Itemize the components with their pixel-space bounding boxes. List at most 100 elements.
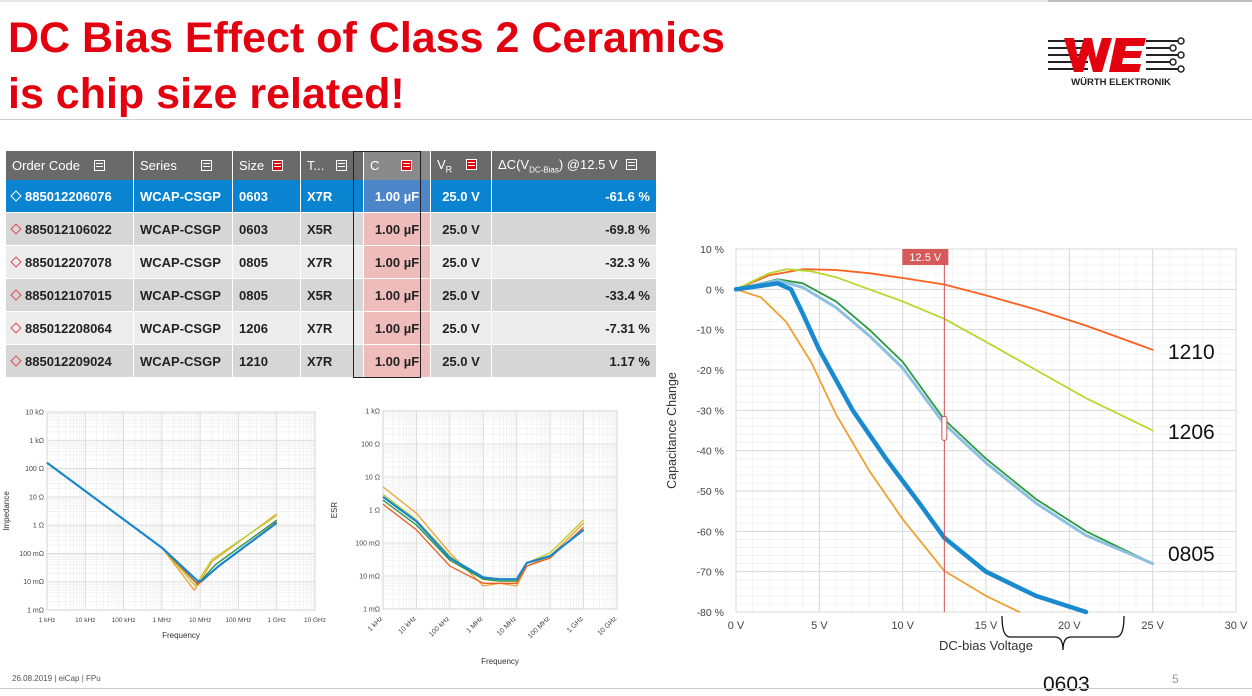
cell-size: 0805 (232, 245, 301, 279)
col-order-code-label: Order Code (12, 158, 80, 173)
cell-series: WCAP-CSGP (133, 278, 233, 312)
y-tick-label: -60 % (697, 526, 724, 538)
product-table: Order Code Series Size T... C VR ΔC(VDC-… (6, 151, 657, 378)
filter-icon[interactable] (93, 160, 105, 171)
cell-capacitance: 1.00 µF (363, 245, 431, 279)
filter-icon[interactable] (625, 158, 637, 170)
cell-type: X5R (300, 212, 364, 246)
cell-dc-bias: -33.4 % (491, 278, 657, 312)
cell-size: 0603 (232, 180, 301, 213)
size-annotation-1210: 1210 (1168, 341, 1215, 364)
col-capacitance[interactable]: C (363, 151, 431, 180)
col-type[interactable]: T... (300, 151, 364, 180)
marker-label: 12.5 V (909, 252, 941, 264)
order-code-text: 885012206076 (25, 188, 112, 204)
diamond-icon (10, 189, 22, 202)
table-row[interactable]: 885012106022 WCAP-CSGP 0603 X5R 1.00 µF … (6, 212, 657, 246)
x-tick-label: 1 MHz (465, 615, 485, 635)
diamond-icon (10, 354, 22, 367)
x-axis-label: Frequency (481, 657, 519, 666)
y-tick-label: 1 kΩ (365, 409, 380, 416)
series-line-1210 (735, 268, 1154, 351)
x-tick-label: 10 MHz (189, 617, 211, 624)
series-line-0603 (733, 281, 1089, 615)
series-line (46, 461, 278, 583)
cell-capacitance: 1.00 µF (363, 212, 431, 246)
col-series[interactable]: Series (133, 151, 233, 180)
col-dc-post: ) @12.5 V (558, 156, 618, 172)
cell-dc-bias: -69.8 % (491, 212, 657, 246)
y-tick-label: 10 Ω (365, 475, 380, 482)
x-tick-label: 1 GHz (566, 615, 585, 634)
y-tick-label: 1 Ω (33, 523, 44, 530)
table-row[interactable]: 885012207078 WCAP-CSGP 0805 X7R 1.00 µF … (6, 245, 657, 279)
dc-bias-chart: 0 V 5 V 10 V 15 V 20 V 25 V 30 V 10 % 0 % -10 % -2… (665, 244, 1248, 692)
x-tick-label: 0 V (728, 620, 745, 632)
x-tick-label: 1 kHz (39, 617, 56, 624)
slider-handle (941, 415, 948, 441)
col-dc-sub: DC-Bias (529, 165, 559, 175)
x-tick-label: 100 MHz (225, 617, 251, 624)
cell-order-code[interactable]: 885012206076 (6, 180, 134, 213)
cell-order-code[interactable]: 885012207078 (6, 245, 134, 279)
size-annotation-0805: 0805 (1168, 543, 1215, 566)
cell-series: WCAP-CSGP (133, 245, 233, 279)
filter-active-icon[interactable] (466, 158, 478, 170)
col-dc-bias[interactable]: ΔC(VDC-Bias) @12.5 V (491, 151, 657, 180)
table-row[interactable]: 885012209024 WCAP-CSGP 1210 X7R 1.00 µF … (6, 344, 657, 378)
series-line-0603 (735, 288, 1021, 613)
filter-active-icon[interactable] (272, 160, 284, 171)
y-tick-label: 10 kΩ (26, 410, 44, 417)
impedance-chart: 1 kHz 10 kHz 100 kHz 1 MHz 10 MHz 100 MHz 1 GH… (2, 410, 326, 641)
col-capacitance-label: C (370, 158, 380, 173)
x-tick-label: 5 V (811, 620, 828, 632)
cell-series: WCAP-CSGP (133, 311, 233, 345)
x-axis-label: Frequency (162, 631, 200, 640)
y-tick-label: 100 Ω (25, 466, 44, 473)
series-line-0805 (734, 279, 1155, 566)
series-line-1206 (735, 268, 1154, 432)
y-tick-label: 10 % (700, 244, 724, 256)
cell-dc-bias: 1.17 % (491, 344, 657, 378)
y-tick-label: -70 % (697, 567, 724, 579)
table-header-row: Order Code Series Size T... C VR ΔC(VDC-… (6, 151, 657, 180)
cell-order-code[interactable]: 885012208064 (6, 311, 134, 345)
x-tick-label: 1 kHz (367, 615, 385, 633)
cell-order-code[interactable]: 885012209024 (6, 344, 134, 378)
title-divider (0, 119, 1252, 120)
table-row[interactable]: 885012208064 WCAP-CSGP 1206 X7R 1.00 µF … (6, 311, 657, 345)
table-row[interactable]: 885012206076 WCAP-CSGP 0603 X7R 1.00 µF … (6, 180, 657, 213)
cell-order-code[interactable]: 885012106022 (6, 212, 134, 246)
size-annotation-1206: 1206 (1168, 421, 1215, 444)
col-order-code[interactable]: Order Code (6, 151, 134, 180)
filter-icon[interactable] (336, 160, 348, 171)
cell-size: 1206 (232, 311, 301, 345)
col-size[interactable]: Size (232, 151, 301, 180)
x-tick-label: 25 V (1141, 620, 1164, 632)
cell-type: X5R (300, 278, 364, 312)
cell-series: WCAP-CSGP (133, 344, 233, 378)
cell-dc-bias: -7.31 % (491, 311, 657, 345)
table-row[interactable]: 885012107015 WCAP-CSGP 0805 X5R 1.00 µF … (6, 278, 657, 312)
cell-dc-bias: -32.3 % (491, 245, 657, 279)
cell-rated-voltage: 25.0 V (430, 311, 492, 345)
x-tick-label: 10 GHz (597, 615, 619, 637)
x-tick-label: 10 kHz (397, 615, 418, 636)
y-tick-label: -30 % (697, 405, 724, 417)
logo-text: WÜRTH ELEKTRONIK (1071, 77, 1171, 88)
col-size-label: Size (239, 158, 265, 173)
filter-active-icon[interactable] (401, 160, 413, 171)
top-border-accent (1048, 0, 1252, 2)
cell-capacitance: 1.00 µF (363, 180, 431, 213)
y-tick-label: 100 mΩ (355, 541, 380, 548)
y-tick-label: 10 Ω (29, 494, 44, 501)
col-series-label: Series (140, 158, 177, 173)
col-rated-voltage[interactable]: VR (430, 151, 492, 180)
x-tick-label: 100 MHz (527, 615, 552, 640)
x-tick-label: 10 V (891, 620, 914, 632)
filter-icon[interactable] (200, 160, 212, 171)
series-line (382, 496, 585, 581)
cell-order-code[interactable]: 885012107015 (6, 278, 134, 312)
y-tick-label: -80 % (697, 607, 724, 619)
x-tick-label: 20 V (1058, 620, 1081, 632)
